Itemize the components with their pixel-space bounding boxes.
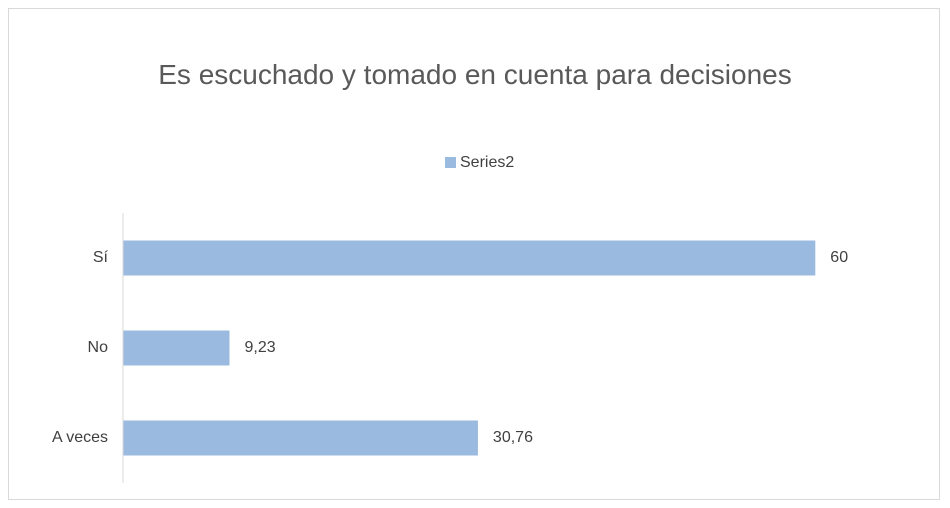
chart-border [8,8,940,500]
bar [123,240,816,276]
chart-title: Es escuchado y tomado en cuenta para dec… [158,59,792,90]
y-tick-label: Sí [93,249,109,266]
data-label: 60 [830,249,848,266]
bar [123,420,478,456]
legend-label: Series2 [460,154,514,171]
data-label: 9,23 [245,339,276,356]
data-label: 30,76 [493,429,533,446]
y-tick-label: A veces [52,429,108,446]
legend-swatch [445,157,456,168]
bar [123,330,230,366]
y-tick-label: No [88,339,109,356]
